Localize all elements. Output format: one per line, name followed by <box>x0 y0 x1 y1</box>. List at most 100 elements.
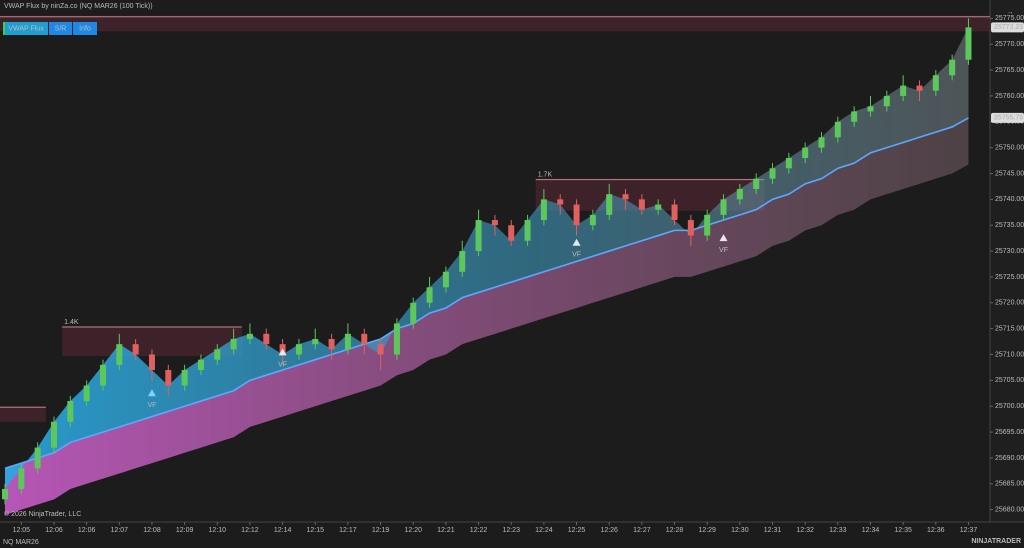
brand: NINJATRADER <box>971 538 1021 545</box>
button[interactable] <box>3 22 48 35</box>
candle-body <box>165 370 172 386</box>
x-tick-label: 12:06 <box>45 527 63 534</box>
lower-band-fill <box>5 117 969 515</box>
flux-fill <box>5 27 969 489</box>
x-tick-label: 12:28 <box>666 527 684 534</box>
candle-body <box>328 338 335 350</box>
candle-body <box>638 199 645 210</box>
candle-body <box>818 137 825 148</box>
candle-body <box>214 349 221 360</box>
x-tick-label: 12:06 <box>78 527 96 534</box>
x-tick-label: 12:32 <box>796 527 814 534</box>
x-tick-label: 12:20 <box>404 527 422 534</box>
candle-body <box>949 59 956 76</box>
instrument: NQ MAR26 <box>3 539 39 546</box>
y-tick-label: 25760.00 <box>995 93 1024 100</box>
x-tick-label: 12:15 <box>307 527 325 534</box>
candle-body <box>900 85 907 96</box>
y-tick-label: 25700.00 <box>995 403 1024 410</box>
y-tick-label: 25750.00 <box>995 144 1024 151</box>
x-tick-label: 12:08 <box>143 527 161 534</box>
candle-body <box>377 344 384 355</box>
candle-body <box>148 354 155 371</box>
candle-body <box>508 225 515 241</box>
x-tick-label: 12:23 <box>502 527 520 534</box>
candle-body <box>671 204 678 221</box>
toolbar: VWAP Flux S/R Info <box>3 22 97 35</box>
zone-label: 1.7K <box>538 172 553 179</box>
x-tick-label: 12:19 <box>372 527 390 534</box>
candle-body <box>67 401 74 422</box>
candle-body <box>246 333 253 339</box>
candle-body <box>312 338 319 345</box>
sr-zone <box>0 406 46 422</box>
candle-body <box>50 421 57 448</box>
candle-body <box>361 333 368 345</box>
y-tick-label: 25735.00 <box>995 222 1024 229</box>
y-tick-label: 25710.00 <box>995 351 1024 358</box>
x-tick-label: 12:05 <box>13 527 31 534</box>
candle-body <box>442 271 449 288</box>
x-tick-label: 12:22 <box>470 527 488 534</box>
x-tick-label: 12:14 <box>274 527 292 534</box>
candle-body <box>622 194 629 200</box>
candle-body <box>116 344 123 365</box>
y-tick-label: 25775.00 <box>995 15 1024 22</box>
signal-marker <box>719 234 728 242</box>
candle-body <box>687 220 694 236</box>
candle-body <box>753 178 760 190</box>
y-tick-label: 25725.00 <box>995 274 1024 281</box>
candle-body <box>132 344 139 355</box>
button[interactable] <box>49 22 72 35</box>
zone-label: 1.4K <box>64 319 79 326</box>
x-tick-label: 12:17 <box>339 527 357 534</box>
y-tick-label: 25765.00 <box>995 67 1024 74</box>
x-tick-label: 12:37 <box>960 527 978 534</box>
y-tick-label: 25720.00 <box>995 300 1024 307</box>
candle-body <box>932 75 939 91</box>
price-box-label: 25773.25 <box>994 24 1023 31</box>
candle-body <box>557 199 564 205</box>
candle-body <box>867 106 874 112</box>
button[interactable] <box>73 22 97 35</box>
button-label[interactable]: Info <box>79 25 91 32</box>
price-box <box>991 22 1024 33</box>
candle-body <box>785 157 792 169</box>
arrow-icon[interactable]: → <box>1007 9 1014 16</box>
candle-body <box>295 344 302 355</box>
candle-body <box>965 27 972 60</box>
candle-body <box>851 111 858 122</box>
candle-body <box>540 199 547 221</box>
signal-label: VF <box>147 402 156 409</box>
candle-body <box>883 95 890 107</box>
signal-marker <box>278 348 287 356</box>
x-tick-label: 12:30 <box>731 527 749 534</box>
candle-body <box>655 204 662 210</box>
button-label[interactable]: VWAP Flux <box>8 25 44 32</box>
x-tick-label: 12:33 <box>829 527 847 534</box>
candle-body <box>459 251 466 272</box>
sr-zone <box>0 15 990 32</box>
candle-body <box>834 121 841 138</box>
candle-body <box>410 302 417 324</box>
y-tick-label: 25740.00 <box>995 196 1024 203</box>
x-tick-label: 12:36 <box>927 527 945 534</box>
x-tick-label: 12:25 <box>568 527 586 534</box>
x-tick-label: 12:34 <box>862 527 880 534</box>
candle-body <box>491 220 498 226</box>
candle-body <box>344 333 351 350</box>
button-label[interactable]: S/R <box>55 25 67 32</box>
candle-body <box>736 189 743 200</box>
candle-body <box>573 204 580 226</box>
signal-label: VF <box>719 247 728 254</box>
candle-body <box>524 220 531 241</box>
x-tick-label: 12:24 <box>535 527 553 534</box>
signal-marker <box>572 238 581 246</box>
y-tick-label: 25715.00 <box>995 325 1024 332</box>
x-tick-label: 12:29 <box>698 527 716 534</box>
x-tick-label: 12:07 <box>111 527 129 534</box>
candle-body <box>83 385 90 402</box>
candle-body <box>589 214 596 226</box>
candle-body <box>263 333 270 345</box>
price-box-label: 25755.75 <box>994 115 1023 122</box>
